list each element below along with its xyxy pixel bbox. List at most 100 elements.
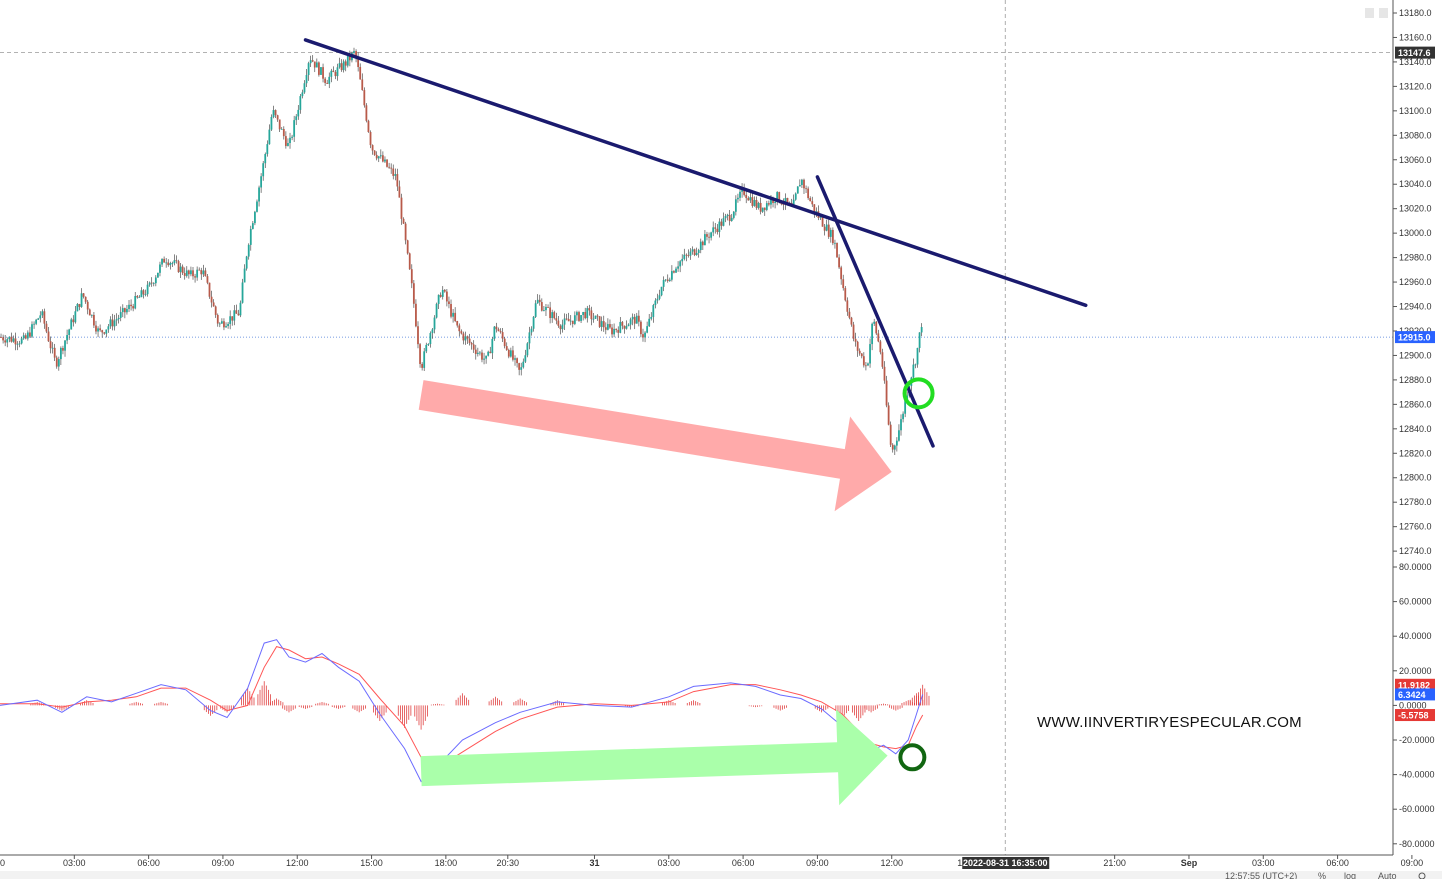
candle-body (751, 197, 754, 206)
candle-body (84, 296, 87, 302)
candle-body (811, 201, 814, 205)
chart-toolbar-icons[interactable] (1365, 8, 1388, 18)
candle-body (540, 302, 543, 311)
candle-body (353, 51, 355, 53)
candle-body (272, 110, 275, 117)
log-toggle[interactable]: log (1344, 871, 1356, 881)
candle-body (59, 347, 62, 360)
macd-tick-label: 80.0000 (1399, 562, 1432, 572)
candle-body (631, 316, 634, 320)
candle-body (301, 92, 304, 97)
current-price-badge-bg (1395, 331, 1435, 344)
candle-body (245, 256, 248, 269)
candle-body (377, 156, 380, 159)
candle-body (520, 367, 523, 370)
crosshair-time-badge[interactable]: 2022-08-31 16:35:00 (963, 858, 1048, 868)
candle-body (223, 321, 225, 328)
candle-body (82, 293, 85, 297)
macd-cross-circle[interactable] (898, 743, 927, 772)
candle-body (154, 277, 157, 284)
candle-body (493, 326, 496, 339)
candle-body (745, 194, 748, 199)
annotation-layer[interactable] (303, 38, 1088, 806)
candle-body (778, 192, 781, 203)
histogram-value-badge[interactable]: 11.9182 (1398, 680, 1430, 690)
candle-body (177, 261, 180, 273)
candle-body (233, 310, 236, 321)
candle-body (330, 70, 333, 77)
expand-icon[interactable] (1365, 8, 1374, 18)
candle-body (107, 326, 110, 330)
settings-icon[interactable] (1379, 8, 1388, 18)
time-axis[interactable]: 03:00 06:00 09:00 12:00 15:00 18:00 20:30 31 03:… (0, 854, 1442, 881)
breakout-circle[interactable] (902, 377, 935, 410)
percent-toggle[interactable]: % (1318, 871, 1326, 881)
signal-value-badge-bg (1395, 709, 1435, 722)
candle-body (460, 331, 463, 334)
current-price-badge[interactable]: 12915.0 (1398, 333, 1431, 343)
green-arrow[interactable] (420, 709, 888, 806)
candle-body (582, 312, 585, 316)
watermark-text: WWW.IINVERTIRYESPECULAR.COM (1037, 714, 1302, 731)
candle-body (309, 60, 312, 64)
candle-body (365, 105, 368, 121)
candle-body (276, 115, 279, 120)
candle-body (656, 298, 659, 301)
candle-body (334, 72, 337, 77)
candle-body (315, 62, 318, 68)
price-tick-label: 13060.0 (1399, 155, 1432, 165)
macd-value-badge[interactable]: 6.3424 (1398, 690, 1426, 700)
candle-body (93, 314, 95, 326)
candle-body (338, 63, 341, 68)
candle-body (472, 344, 475, 350)
candle-body (204, 270, 207, 277)
signal-value-badge[interactable]: -5.5758 (1398, 711, 1429, 721)
candle-body (136, 296, 139, 298)
candle-body (850, 317, 853, 325)
candle-body (169, 263, 172, 266)
main-trendline[interactable] (303, 38, 1088, 308)
auto-scale-toggle[interactable]: Auto (1378, 871, 1397, 881)
candle-body (260, 176, 263, 188)
candle-body (47, 331, 50, 342)
candle-body (584, 312, 587, 319)
candle-body (483, 358, 485, 360)
candle-body (119, 312, 122, 318)
candle-body (559, 325, 562, 330)
candle-body (489, 351, 492, 354)
time-tick-label: 06:00 (732, 858, 755, 868)
candle-body (86, 301, 89, 310)
candle-body (167, 262, 170, 266)
candle-body (683, 254, 686, 259)
candle-body (328, 76, 331, 84)
time-tick-label: 06:00 (137, 858, 160, 868)
candle-body (522, 361, 525, 368)
candle-body (214, 306, 217, 315)
candle-body (456, 321, 459, 326)
candle-body (565, 318, 568, 320)
candle-body (844, 288, 847, 301)
candle-body (660, 286, 663, 296)
high-price-badge[interactable]: 13147.6 (1398, 48, 1431, 58)
candle-body (72, 319, 75, 323)
pink-arrow[interactable] (418, 380, 892, 512)
candle-body (730, 217, 733, 222)
candle-body (12, 338, 15, 342)
price-axis[interactable]: 13180.0 13160.0 13140.0 13120.0 13100.0 13080… (1392, 0, 1442, 857)
candle-body (677, 266, 679, 269)
candle-body (123, 308, 126, 313)
candle-body (148, 282, 151, 285)
candle-body (441, 289, 444, 297)
candle-body (877, 333, 880, 342)
time-tick-label: 20:30 (497, 858, 520, 868)
candle-body (237, 313, 240, 316)
candle-body (218, 323, 221, 325)
candle-body (842, 279, 845, 289)
candle-body (561, 324, 564, 330)
short-trendline[interactable] (815, 175, 935, 448)
candle-body (22, 335, 25, 339)
candle-body (673, 271, 675, 273)
candle-body (369, 132, 372, 146)
